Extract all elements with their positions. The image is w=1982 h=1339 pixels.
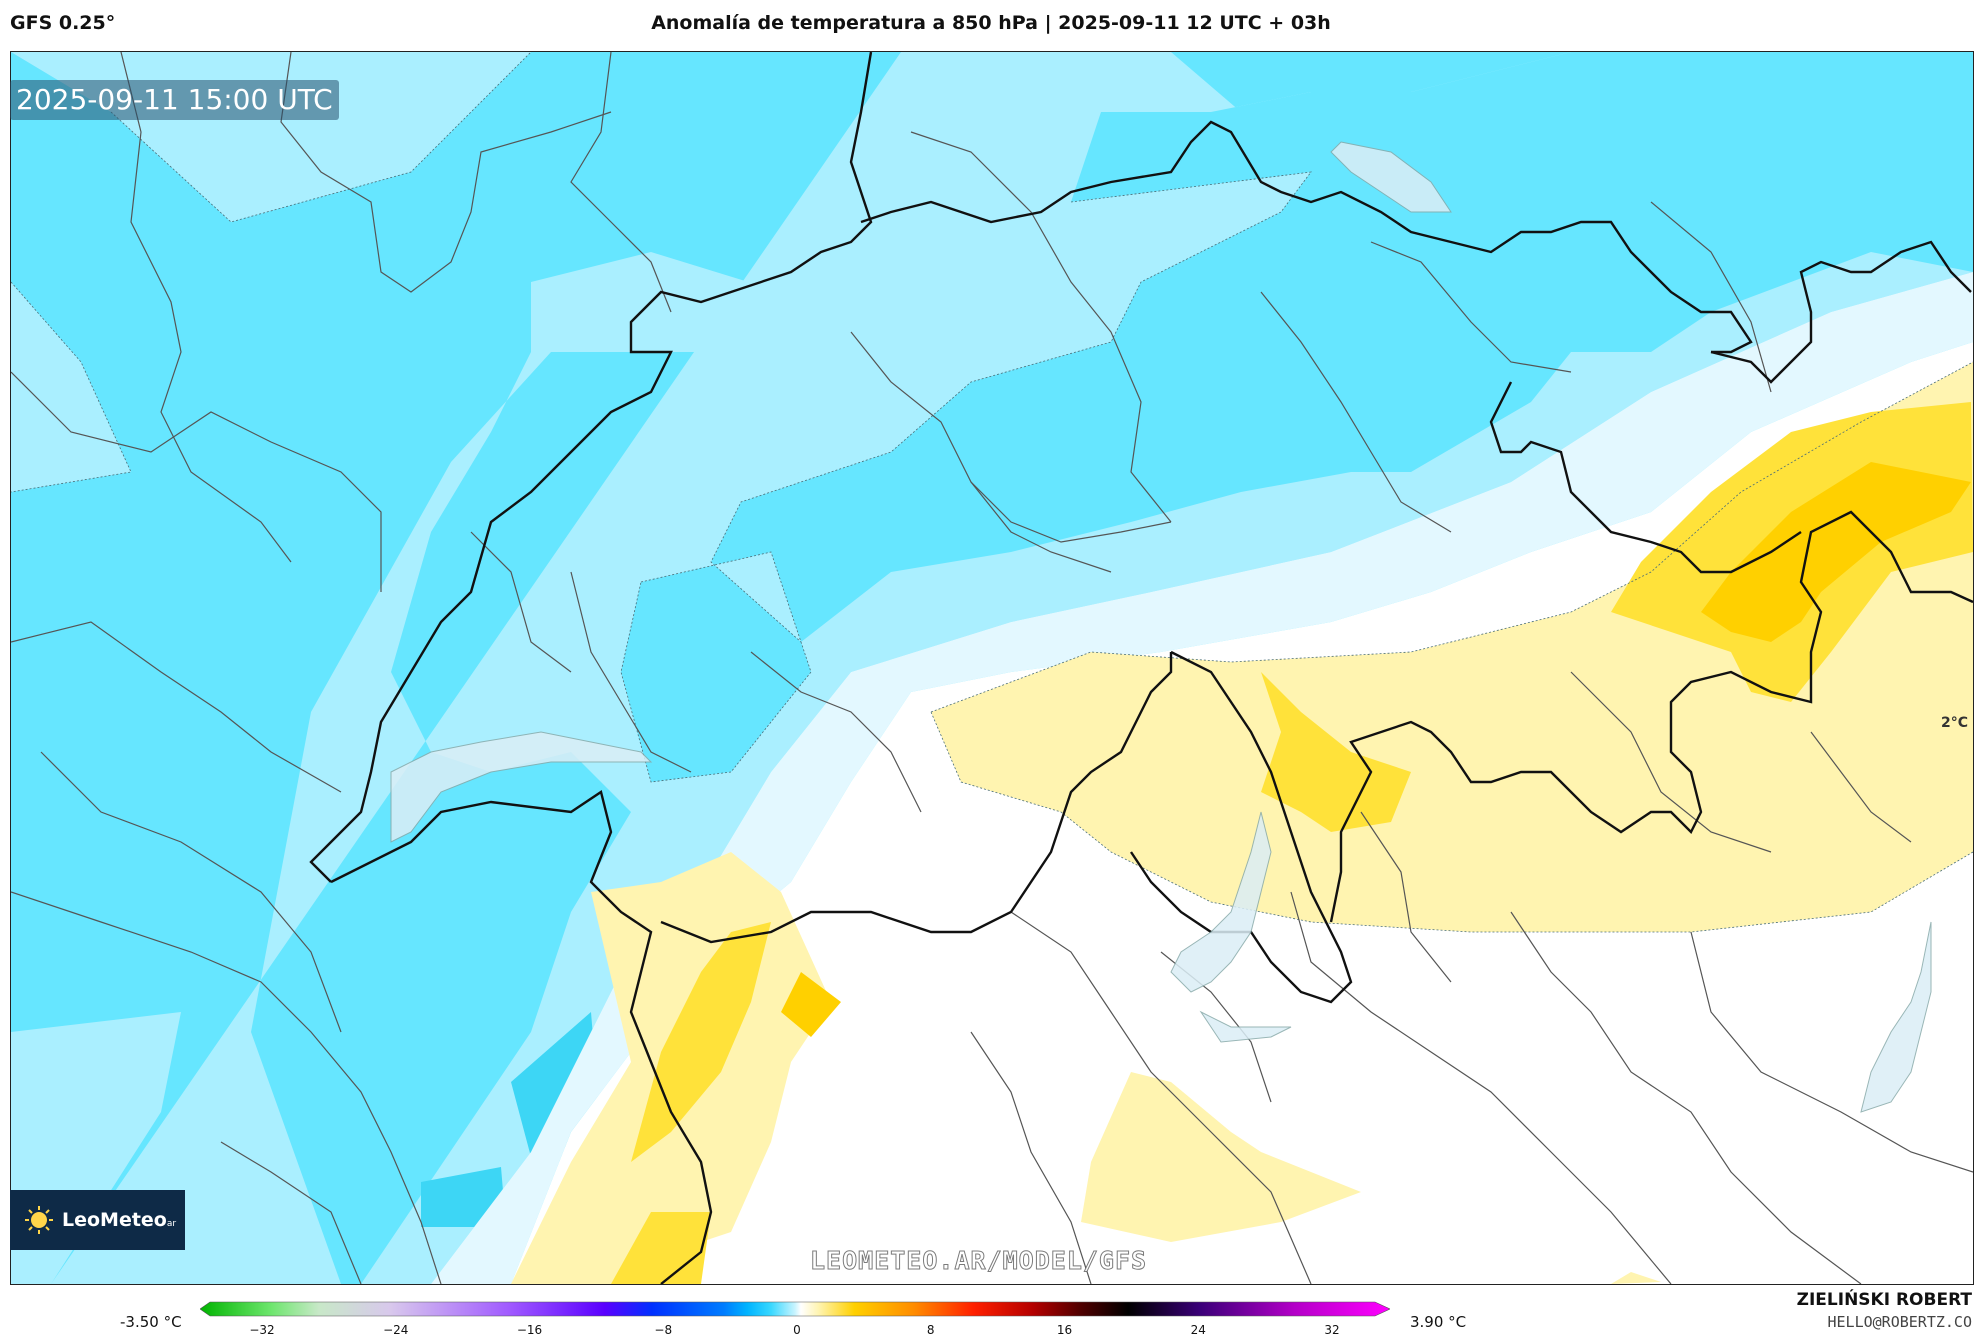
field-pale-cyan xyxy=(431,272,1973,1284)
valid-time-badge: 2025-09-11 15:00 UTC xyxy=(10,80,339,120)
leometeo-logo[interactable]: LeoMeteoar xyxy=(10,1190,185,1250)
colorbar-tick-label: 16 xyxy=(1056,1323,1073,1337)
border-austria xyxy=(1710,240,1972,384)
border-east xyxy=(1130,650,1353,1004)
lake-garda xyxy=(1860,921,1932,1113)
colorbar-tick-label: −8 xyxy=(654,1323,673,1337)
colorbar-tick-label: 8 xyxy=(926,1323,935,1337)
temperature-anomaly-map[interactable] xyxy=(11,52,1973,1284)
field-light-yellow xyxy=(511,362,1973,1284)
header: GFS 0.25° Anomalía de temperatura a 850 … xyxy=(0,0,1982,50)
lake-maggiore xyxy=(1170,811,1272,993)
border-swiss-south xyxy=(660,652,1173,944)
model-label: GFS 0.25° xyxy=(10,12,116,34)
author-email[interactable]: HELLO@ROBERTZ.CO xyxy=(1827,1313,1973,1331)
border-germany xyxy=(860,120,1753,354)
country-borders xyxy=(309,52,1973,1284)
source-watermark: LEOMETEO.AR/MODEL/GFS xyxy=(809,1246,1148,1276)
author-credit: ZIELIŃSKI ROBERT xyxy=(1796,1290,1972,1310)
lake-geneva xyxy=(390,731,653,843)
sun-icon xyxy=(25,1206,53,1234)
contour-lines xyxy=(11,52,1973,933)
colorbar-tick-label: −24 xyxy=(383,1323,409,1337)
legend-max-label: 3.90 °C xyxy=(1410,1313,1467,1331)
region-borders xyxy=(11,52,1973,1284)
colorbar-tick-label: 24 xyxy=(1190,1323,1206,1337)
field-cyan-dark xyxy=(421,1012,601,1227)
chart-title: Anomalía de temperatura a 850 hPa | 2025… xyxy=(651,12,1331,34)
colorbar-tick-label: −16 xyxy=(516,1323,543,1337)
colorbar-tick-label: 0 xyxy=(793,1323,801,1337)
lake-como xyxy=(1199,1010,1292,1043)
map-frame[interactable]: 2°C xyxy=(10,51,1974,1285)
lake-constance xyxy=(1330,141,1452,213)
colorbar-tick-label: 32 xyxy=(1324,1323,1340,1337)
colorbar-tick-label: −32 xyxy=(249,1323,275,1337)
colorbar xyxy=(200,1301,1390,1317)
lakes xyxy=(390,141,1932,1113)
field-deep-yellow xyxy=(781,462,1971,1037)
legend-min-label: -3.50 °C xyxy=(120,1313,182,1331)
border-north xyxy=(309,52,873,883)
field-cyan-patch xyxy=(621,52,1973,782)
border-liechtenstein xyxy=(1489,381,1802,574)
contour-label: 2°C xyxy=(1941,715,1969,731)
border-south xyxy=(330,790,713,1284)
border-italy-austria xyxy=(1329,510,1973,923)
logo-wordmark: LeoMeteoar xyxy=(62,1209,177,1231)
